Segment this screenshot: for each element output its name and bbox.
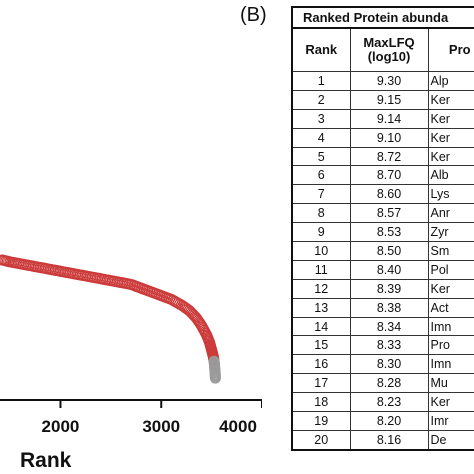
protein-cell: Pro [427,335,474,356]
table-row: 11 8.40 Pol [291,259,474,280]
maxlfq-cell: 8.30 [349,354,429,375]
maxlfq-cell: 8.33 [349,335,429,356]
table-row: 16 8.30 Imn [291,354,474,375]
rank-cell: 8 [291,203,351,224]
rank-cell: 11 [291,259,351,280]
rank-cell: 10 [291,241,351,261]
table-row: 13 8.38 Act [291,297,474,318]
table-row: 12 8.39 Ker [291,278,474,299]
rank-cell: 3 [291,108,351,129]
table-row: 6 8.70 Alb [291,165,474,186]
table-title: Ranked Protein abunda [291,6,474,27]
maxlfq-cell: 9.14 [349,108,429,129]
x-tick-label: 4000 [219,417,257,436]
protein-cell: Alp [427,71,474,91]
table-row: 14 8.34 Imn [291,316,474,337]
protein-cell: Imn [427,316,474,337]
header-protein: Pro [427,27,474,72]
table-row: 2 9.15 Ker [291,89,474,110]
rank-cell: 1 [291,71,351,91]
table-row: 19 8.20 Imr [291,411,474,431]
protein-cell: Ker [427,108,474,129]
maxlfq-cell: 8.57 [349,203,429,224]
maxlfq-cell: 9.10 [349,127,429,148]
rank-cell: 18 [291,392,351,413]
maxlfq-cell: 8.20 [349,411,429,431]
protein-cell: Ker [427,127,474,148]
table-row: 5 8.72 Ker [291,146,474,167]
maxlfq-cell: 8.70 [349,165,429,186]
rank-cell: 7 [291,184,351,205]
protein-cell: Zyr [427,222,474,243]
header-rank: Rank [291,27,351,72]
rank-cell: 4 [291,127,351,148]
table-row: 8 8.57 Anr [291,203,474,224]
maxlfq-cell: 8.16 [349,429,429,451]
table-row: 3 9.14 Ker [291,108,474,129]
protein-cell: Anr [427,203,474,224]
table-row: 9 8.53 Zyr [291,222,474,243]
x-tick-label: 3000 [142,417,180,436]
maxlfq-cell: 8.53 [349,222,429,243]
scatter-points [0,254,221,384]
protein-cell: Alb [427,165,474,186]
maxlfq-cell: 9.30 [349,71,429,91]
rank-cell: 14 [291,316,351,337]
rank-cell: 9 [291,222,351,243]
table-row: 18 8.23 Ker [291,392,474,413]
rank-cell: 20 [291,429,351,451]
rank-cell: 6 [291,165,351,186]
maxlfq-cell: 8.23 [349,392,429,413]
maxlfq-cell: 8.34 [349,316,429,337]
ranked-protein-table-panel: Ranked Protein abunda Rank MaxLFQ (log10… [291,6,474,462]
maxlfq-cell: 8.72 [349,146,429,167]
protein-cell: Ker [427,392,474,413]
table-row: 1 9.30 Alp [291,71,474,91]
protein-cell: Ker [427,89,474,110]
rank-cell: 2 [291,89,351,110]
table-row: 4 9.10 Ker [291,127,474,148]
rank-cell: 12 [291,278,351,299]
maxlfq-cell: 8.39 [349,278,429,299]
protein-cell: Mu [427,373,474,394]
rank-cell: 19 [291,411,351,431]
protein-cell: Ker [427,278,474,299]
protein-cell: Lys [427,184,474,205]
maxlfq-cell: 8.50 [349,241,429,261]
protein-cell: Sm [427,241,474,261]
rank-cell: 17 [291,373,351,394]
x-axis-ticks: 2000 3000 4000 [42,400,262,436]
rank-cell: 5 [291,146,351,167]
maxlfq-cell: 8.40 [349,259,429,280]
protein-cell: Act [427,297,474,318]
ranked-protein-table: Ranked Protein abunda Rank MaxLFQ (log10… [291,6,474,451]
protein-cell: Imr [427,411,474,431]
table-row: 17 8.28 Mu [291,373,474,394]
panel-label-b: (B) [240,4,267,26]
header-maxlfq: MaxLFQ (log10) [349,27,429,72]
maxlfq-cell: 9.15 [349,89,429,110]
maxlfq-cell: 8.60 [349,184,429,205]
protein-cell: Ker [427,146,474,167]
protein-cell: Pol [427,259,474,280]
maxlfq-cell: 8.38 [349,297,429,318]
ranked-abundance-scatter-plot: 2000 3000 4000 Rank [0,254,262,472]
x-axis-label: Rank [20,449,72,472]
table-row: 20 8.16 De [291,429,474,451]
rank-cell: 15 [291,335,351,356]
protein-cell: Imn [427,354,474,375]
table-row: 10 8.50 Sm [291,241,474,261]
table-row: 15 8.33 Pro [291,335,474,356]
maxlfq-cell: 8.28 [349,373,429,394]
protein-cell: De [427,429,474,451]
table-header-row: Rank MaxLFQ (log10) Pro [291,27,474,72]
data-point [209,372,221,384]
rank-cell: 13 [291,297,351,318]
table-row: 7 8.60 Lys [291,184,474,205]
x-tick-label: 2000 [42,417,80,436]
rank-cell: 16 [291,354,351,375]
